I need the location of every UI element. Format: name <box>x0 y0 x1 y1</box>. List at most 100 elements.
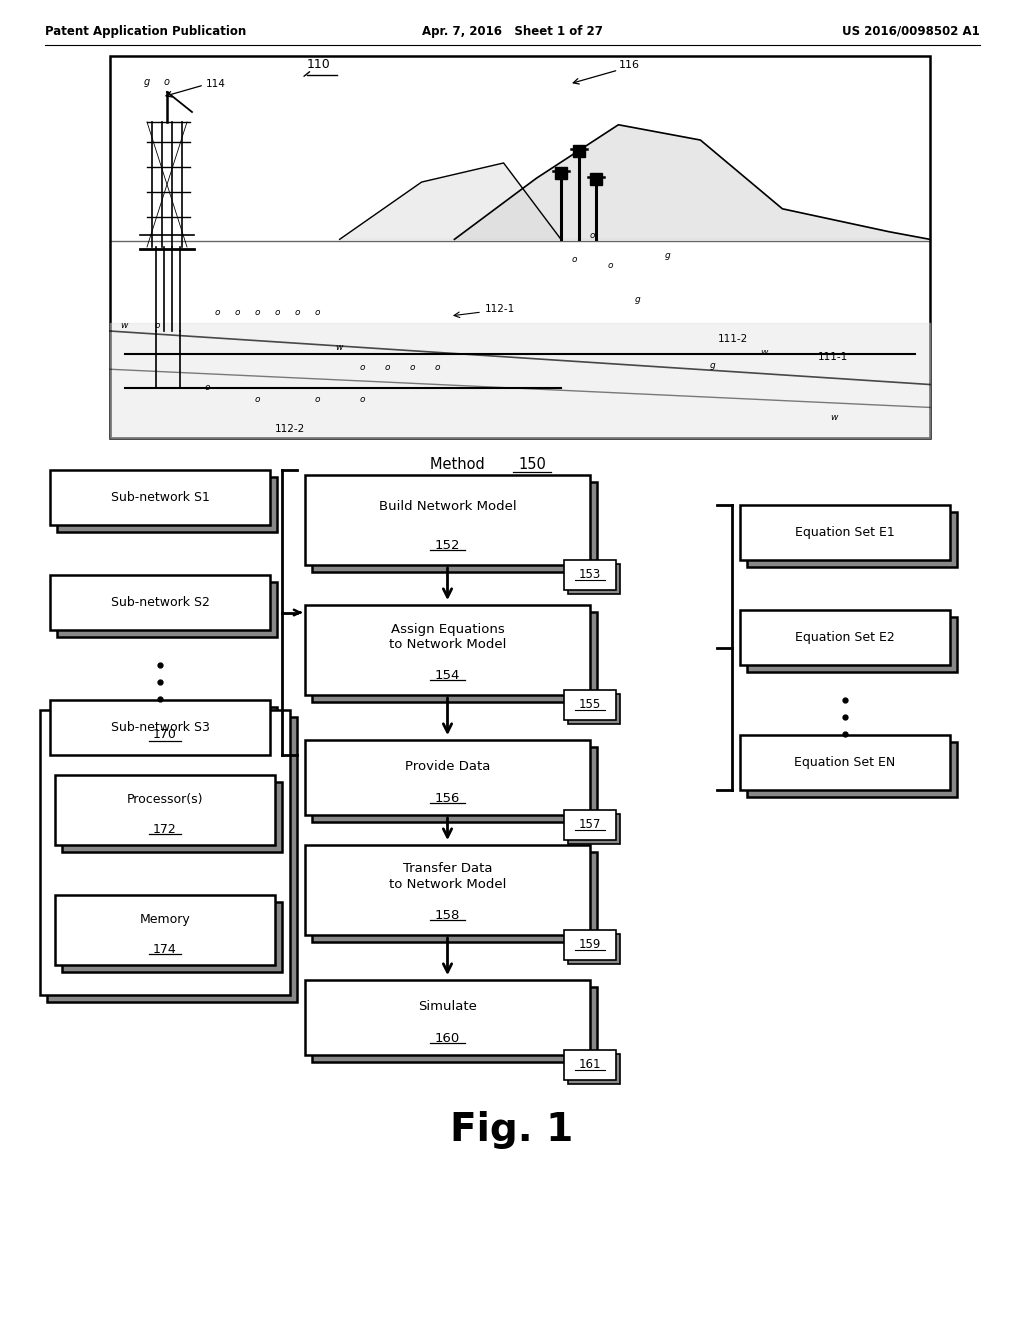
FancyBboxPatch shape <box>305 605 590 696</box>
FancyBboxPatch shape <box>740 506 950 560</box>
FancyBboxPatch shape <box>55 775 275 845</box>
Text: 155: 155 <box>579 698 601 711</box>
Text: 159: 159 <box>579 939 601 952</box>
Text: g: g <box>665 251 671 260</box>
Text: 112-1: 112-1 <box>485 304 515 314</box>
Text: w: w <box>830 413 838 422</box>
FancyBboxPatch shape <box>62 781 282 851</box>
Text: Sub-network S3: Sub-network S3 <box>111 721 210 734</box>
Text: o: o <box>360 363 366 372</box>
Text: Memory: Memory <box>139 913 190 927</box>
FancyBboxPatch shape <box>50 470 270 525</box>
Text: o: o <box>360 395 366 404</box>
Text: o: o <box>385 363 390 372</box>
Text: o: o <box>255 395 260 404</box>
FancyBboxPatch shape <box>568 1053 620 1084</box>
FancyBboxPatch shape <box>746 512 957 568</box>
Text: o: o <box>215 308 220 317</box>
FancyBboxPatch shape <box>57 477 278 532</box>
FancyBboxPatch shape <box>47 717 297 1002</box>
Text: Patent Application Publication: Patent Application Publication <box>45 25 246 38</box>
FancyBboxPatch shape <box>312 612 597 702</box>
Text: o: o <box>315 395 321 404</box>
Text: 174: 174 <box>154 942 177 956</box>
Text: w: w <box>120 321 127 330</box>
Text: 116: 116 <box>618 59 639 70</box>
FancyBboxPatch shape <box>305 979 590 1055</box>
Text: Equation Set E2: Equation Set E2 <box>795 631 895 644</box>
FancyBboxPatch shape <box>740 610 950 665</box>
Text: 153: 153 <box>579 569 601 582</box>
Text: o: o <box>608 261 613 271</box>
Text: US 2016/0098502 A1: US 2016/0098502 A1 <box>843 25 980 38</box>
FancyBboxPatch shape <box>312 747 597 822</box>
Text: g: g <box>635 294 641 304</box>
Text: Provide Data: Provide Data <box>404 760 490 772</box>
Text: Transfer Data
to Network Model: Transfer Data to Network Model <box>389 862 506 891</box>
Text: Processor(s): Processor(s) <box>127 793 203 807</box>
FancyBboxPatch shape <box>564 810 616 840</box>
FancyBboxPatch shape <box>564 1049 616 1080</box>
Text: 156: 156 <box>435 792 460 805</box>
FancyBboxPatch shape <box>746 616 957 672</box>
Text: o: o <box>295 308 300 317</box>
FancyBboxPatch shape <box>740 735 950 789</box>
Text: o: o <box>275 308 281 317</box>
Text: Assign Equations
to Network Model: Assign Equations to Network Model <box>389 623 506 651</box>
FancyBboxPatch shape <box>305 741 590 814</box>
FancyBboxPatch shape <box>564 560 616 590</box>
Text: g: g <box>710 360 716 370</box>
Text: 172: 172 <box>154 824 177 836</box>
Text: 160: 160 <box>435 1032 460 1045</box>
FancyBboxPatch shape <box>312 987 597 1063</box>
Text: w: w <box>335 343 342 352</box>
FancyBboxPatch shape <box>564 931 616 960</box>
Text: o: o <box>234 308 241 317</box>
FancyBboxPatch shape <box>57 582 278 638</box>
Text: Equation Set E1: Equation Set E1 <box>795 525 895 539</box>
Text: w: w <box>760 348 767 356</box>
Text: 152: 152 <box>435 539 460 552</box>
Text: o: o <box>315 308 321 317</box>
Text: o: o <box>155 321 161 330</box>
Text: Fig. 1: Fig. 1 <box>451 1111 573 1148</box>
Text: o: o <box>255 308 260 317</box>
Text: 157: 157 <box>579 818 601 832</box>
FancyBboxPatch shape <box>568 814 620 843</box>
Polygon shape <box>573 145 585 157</box>
FancyBboxPatch shape <box>305 845 590 935</box>
Text: Build Network Model: Build Network Model <box>379 500 516 513</box>
Text: 154: 154 <box>435 669 460 681</box>
Polygon shape <box>455 125 930 239</box>
Text: 111-2: 111-2 <box>718 334 749 345</box>
FancyBboxPatch shape <box>568 694 620 723</box>
FancyBboxPatch shape <box>312 851 597 942</box>
FancyBboxPatch shape <box>62 902 282 972</box>
Text: 150: 150 <box>518 458 546 473</box>
FancyBboxPatch shape <box>57 708 278 762</box>
FancyBboxPatch shape <box>568 564 620 594</box>
Text: g: g <box>144 77 151 87</box>
Text: Sub-network S2: Sub-network S2 <box>111 597 210 609</box>
Text: 161: 161 <box>579 1059 601 1072</box>
FancyBboxPatch shape <box>40 710 290 995</box>
Text: 170: 170 <box>153 729 177 742</box>
Text: Simulate: Simulate <box>418 999 477 1012</box>
Text: 158: 158 <box>435 908 460 921</box>
FancyBboxPatch shape <box>568 935 620 964</box>
FancyBboxPatch shape <box>55 895 275 965</box>
FancyBboxPatch shape <box>305 475 590 565</box>
Text: 112-2: 112-2 <box>275 424 305 434</box>
Text: o: o <box>572 255 578 264</box>
FancyBboxPatch shape <box>50 700 270 755</box>
Text: o: o <box>164 77 170 87</box>
Text: Apr. 7, 2016   Sheet 1 of 27: Apr. 7, 2016 Sheet 1 of 27 <box>422 25 602 38</box>
FancyBboxPatch shape <box>564 690 616 719</box>
Text: o: o <box>410 363 416 372</box>
Text: o: o <box>590 231 596 240</box>
FancyBboxPatch shape <box>746 742 957 797</box>
Polygon shape <box>555 168 567 180</box>
FancyBboxPatch shape <box>312 482 597 572</box>
Polygon shape <box>340 162 561 239</box>
Text: o: o <box>435 363 440 372</box>
